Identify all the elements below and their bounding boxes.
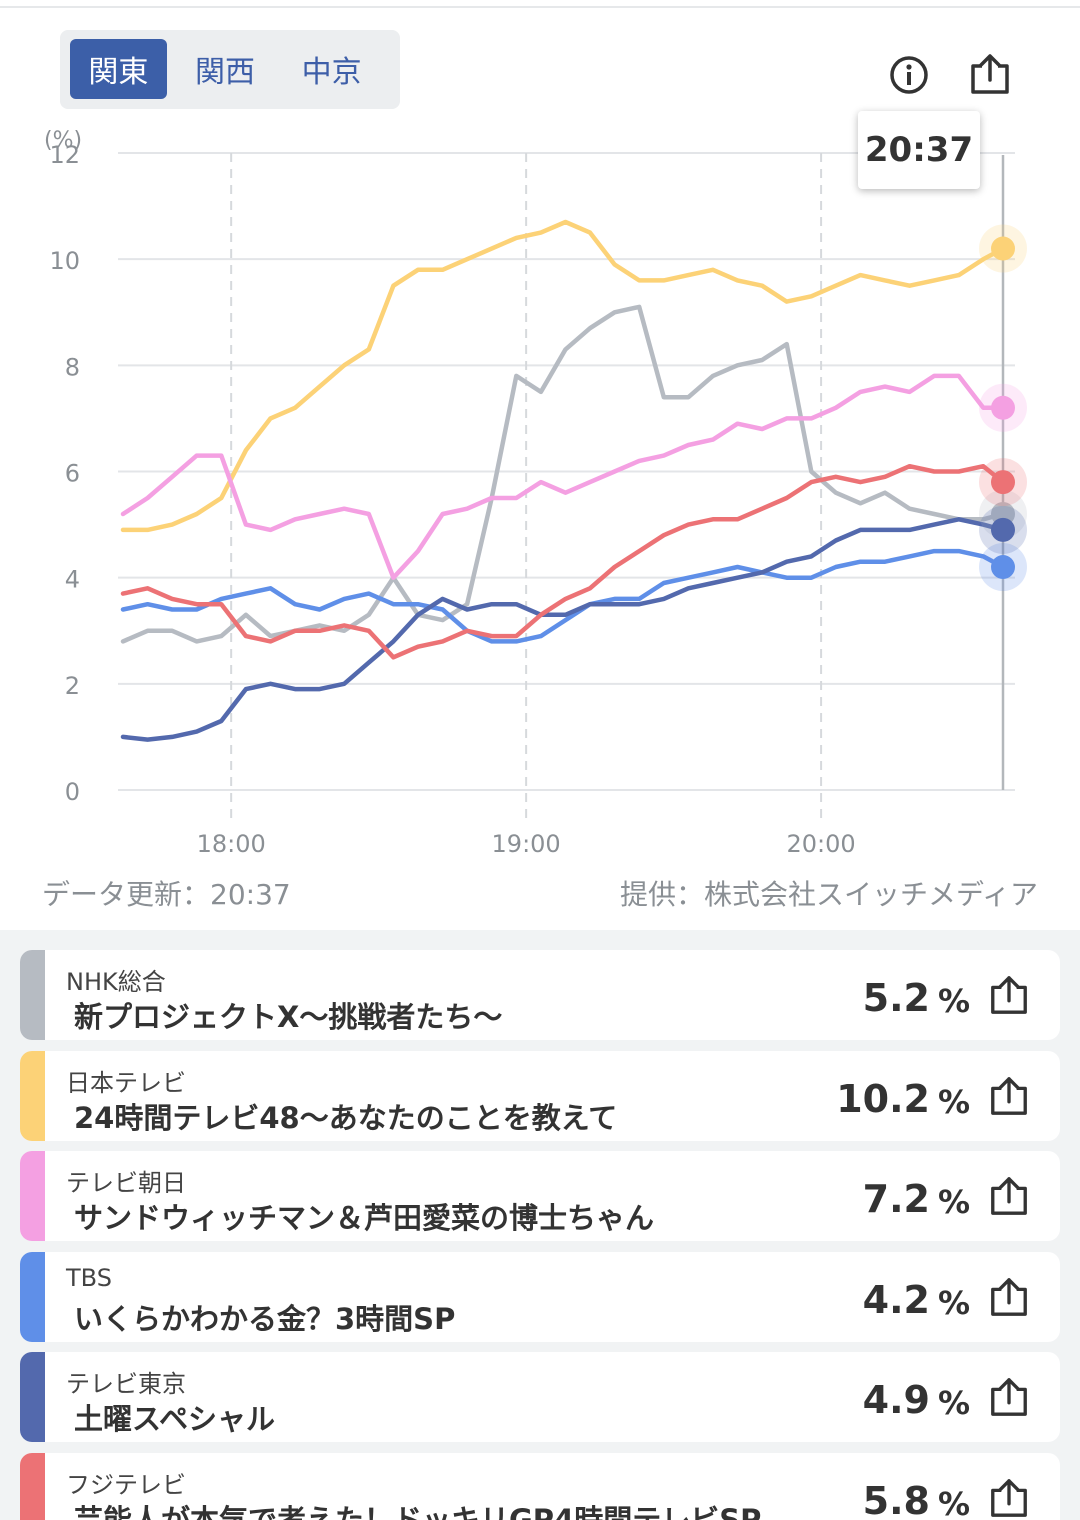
rating-value: 7.2 bbox=[862, 1177, 930, 1221]
tab-chukyo[interactable]: 中京 bbox=[301, 55, 362, 90]
y-tick-label: 0 bbox=[65, 778, 80, 806]
rating-unit: % bbox=[937, 1384, 970, 1422]
channel-color-stripe bbox=[20, 1251, 45, 1342]
series-line bbox=[120, 463, 1006, 660]
share-chart-button[interactable] bbox=[968, 52, 1012, 96]
tab-kansai[interactable]: 関西 bbox=[195, 55, 255, 90]
series-line bbox=[120, 219, 1006, 533]
series-endpoint bbox=[991, 517, 1015, 542]
program-title: 土曜スペシャル bbox=[74, 1402, 275, 1436]
channel-card[interactable]: テレビ東京土曜スペシャル 4.9% bbox=[20, 1352, 1060, 1442]
region-tabs: 関東 関西 中京 bbox=[60, 30, 400, 109]
rating-value: 5.2 bbox=[862, 976, 930, 1020]
x-tick-label: 20:00 bbox=[787, 830, 856, 858]
station-name: テレビ東京 bbox=[66, 1370, 186, 1398]
program-title: サンドウィッチマン＆芦田愛菜の博士ちゃん bbox=[74, 1201, 655, 1235]
y-tick-label: 2 bbox=[65, 672, 80, 700]
share-channel-button[interactable] bbox=[988, 1075, 1030, 1117]
share-channel-button[interactable] bbox=[988, 1276, 1030, 1318]
station-name: TBS bbox=[66, 1263, 112, 1292]
time-tooltip: 20:37 bbox=[858, 111, 980, 189]
program-title: 24時間テレビ48〜あなたのことを教えて bbox=[74, 1100, 618, 1135]
channel-card[interactable]: 日本テレビ 24時間テレビ48〜あなたのことを教えて 10.2% bbox=[20, 1050, 1060, 1141]
info-icon[interactable] bbox=[888, 54, 930, 96]
channel-card[interactable]: NHK総合新プロジェクトX〜挑戦者たち〜 5.2% bbox=[20, 950, 1060, 1040]
share-channel-button[interactable] bbox=[988, 1376, 1030, 1418]
station-name: フジテレビ bbox=[66, 1470, 186, 1499]
channel-color-stripe bbox=[20, 1151, 45, 1241]
program-title: 新プロジェクトX〜挑戦者たち〜 bbox=[74, 1000, 503, 1034]
channel-card[interactable]: テレビ朝日サンドウィッチマン＆芦田愛菜の博士ちゃん 7.2% bbox=[20, 1151, 1060, 1241]
rating-value: 5.8 bbox=[862, 1478, 930, 1520]
program-title: 芸能人が本気で考えた！ドッキリGP4時間テレビSP bbox=[74, 1502, 762, 1520]
station-name: 日本テレビ bbox=[66, 1068, 186, 1097]
share-icon bbox=[991, 1478, 1027, 1517]
series-line bbox=[120, 304, 1006, 644]
provider-text: 提供：株式会社スイッチメディア bbox=[619, 878, 1038, 911]
series-endpoint bbox=[991, 236, 1015, 261]
share-channel-button[interactable] bbox=[988, 1477, 1030, 1519]
share-icon bbox=[971, 54, 1009, 94]
rating-unit: % bbox=[937, 1082, 970, 1121]
x-tick-label: 18:00 bbox=[197, 830, 266, 858]
x-tick-label: 19:00 bbox=[492, 830, 561, 858]
rating-unit: % bbox=[937, 1484, 970, 1520]
rating-value: 4.2 bbox=[862, 1277, 930, 1322]
channel-color-stripe bbox=[20, 1452, 45, 1520]
share-icon bbox=[991, 976, 1027, 1014]
top-border bbox=[0, 0, 1080, 8]
y-tick-label: 12 bbox=[49, 141, 80, 169]
y-tick-label: 4 bbox=[65, 566, 80, 594]
channel-card[interactable]: TBS いくらかわかる金？3時間SP 4.2% bbox=[20, 1251, 1060, 1342]
series-endpoint bbox=[991, 470, 1015, 495]
data-update-text: データ更新：20:37 bbox=[42, 878, 291, 911]
share-channel-button[interactable] bbox=[988, 1175, 1030, 1217]
y-tick-label: 6 bbox=[65, 460, 80, 488]
channel-color-stripe bbox=[20, 950, 45, 1040]
share-icon bbox=[991, 1378, 1027, 1416]
ratings-chart: 0 2 4 6 8 10 12 (%) 18:00 19:00 20:00 bbox=[0, 115, 1080, 860]
rating-unit: % bbox=[937, 982, 970, 1020]
station-name: テレビ朝日 bbox=[66, 1169, 186, 1197]
station-name: NHK総合 bbox=[66, 968, 166, 996]
y-tick-label: 8 bbox=[65, 353, 80, 381]
tab-kanto[interactable]: 関東 bbox=[70, 39, 167, 99]
series-endpoint bbox=[991, 555, 1015, 580]
share-channel-button[interactable] bbox=[988, 974, 1030, 1016]
rating-unit: % bbox=[937, 1183, 970, 1221]
rating-value: 10.2 bbox=[836, 1076, 930, 1121]
share-icon bbox=[991, 1177, 1027, 1215]
series-line bbox=[120, 517, 1006, 742]
channel-color-stripe bbox=[20, 1352, 45, 1442]
share-icon bbox=[991, 1076, 1027, 1115]
channel-card[interactable]: フジテレビ芸能人が本気で考えた！ドッキリGP4時間テレビSP 5.8% bbox=[20, 1452, 1060, 1520]
rating-value: 4.9 bbox=[862, 1378, 930, 1422]
program-title: いくらかわかる金？3時間SP bbox=[74, 1301, 456, 1336]
rating-unit: % bbox=[937, 1283, 970, 1322]
y-tick-label: 10 bbox=[49, 247, 80, 275]
series-line bbox=[120, 373, 1006, 580]
channel-color-stripe bbox=[20, 1050, 45, 1141]
series-endpoint bbox=[991, 395, 1015, 420]
series-line bbox=[120, 548, 1006, 644]
y-axis-label: (%) bbox=[44, 128, 82, 153]
share-icon bbox=[991, 1277, 1027, 1316]
